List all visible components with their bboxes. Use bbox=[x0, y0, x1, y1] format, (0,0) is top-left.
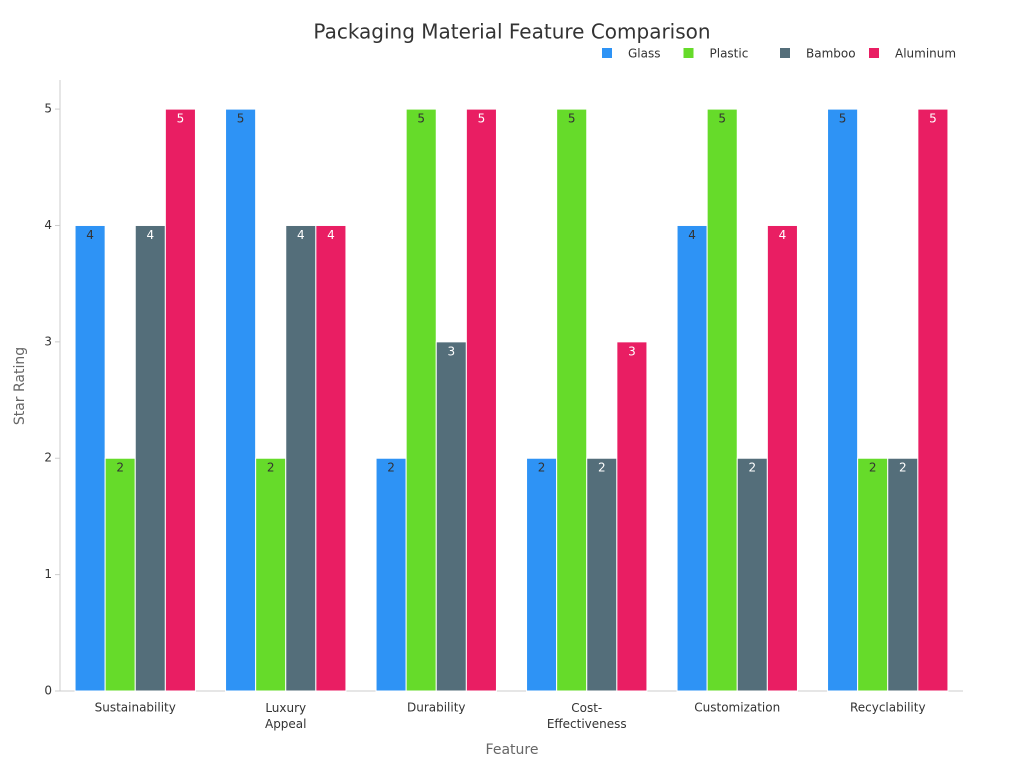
bar bbox=[134, 224, 166, 692]
value-label: 2 bbox=[538, 461, 546, 475]
value-label: 4 bbox=[86, 228, 94, 242]
legend-swatch bbox=[780, 48, 790, 58]
value-label: 5 bbox=[177, 112, 185, 126]
bar bbox=[375, 457, 407, 692]
y-tick-label: 5 bbox=[44, 102, 52, 116]
legend-label: Bamboo bbox=[806, 47, 856, 61]
bar bbox=[706, 108, 738, 692]
x-tick-label: Sustainability bbox=[95, 701, 176, 715]
y-tick-label: 2 bbox=[44, 451, 52, 465]
legend-label: Glass bbox=[628, 47, 661, 61]
legend-swatch bbox=[602, 48, 612, 58]
value-label: 2 bbox=[869, 461, 877, 475]
bar bbox=[104, 457, 136, 692]
bar bbox=[74, 224, 106, 692]
bar bbox=[586, 457, 618, 692]
bar bbox=[887, 457, 919, 692]
bar bbox=[225, 108, 257, 692]
value-label: 4 bbox=[779, 228, 787, 242]
legend-swatch bbox=[683, 48, 694, 58]
y-tick-label: 1 bbox=[44, 567, 52, 581]
y-tick-label: 4 bbox=[44, 218, 52, 232]
bar bbox=[917, 108, 949, 692]
x-tick-label: Luxury Appeal bbox=[265, 701, 307, 731]
bar bbox=[556, 108, 588, 692]
value-label: 5 bbox=[568, 112, 576, 126]
value-label: 5 bbox=[237, 112, 245, 126]
value-label: 2 bbox=[899, 461, 907, 475]
value-label: 2 bbox=[598, 461, 606, 475]
y-tick-label: 3 bbox=[44, 334, 52, 348]
bar bbox=[435, 341, 467, 692]
value-label: 2 bbox=[748, 461, 756, 475]
bar bbox=[285, 224, 317, 692]
value-label: 5 bbox=[478, 112, 486, 126]
bar bbox=[736, 457, 768, 692]
x-tick-label: Durability bbox=[407, 701, 466, 715]
legend-swatch bbox=[869, 48, 879, 58]
bar bbox=[526, 457, 558, 692]
value-label: 4 bbox=[327, 228, 335, 242]
bar bbox=[857, 457, 889, 692]
legend-label: Plastic bbox=[710, 47, 749, 61]
value-label: 2 bbox=[267, 461, 275, 475]
value-label: 5 bbox=[417, 112, 425, 126]
bar bbox=[315, 224, 347, 692]
y-axis-label: Star Rating bbox=[12, 347, 28, 425]
value-label: 4 bbox=[146, 228, 154, 242]
bar bbox=[676, 224, 708, 692]
chart-title: Packaging Material Feature Comparison bbox=[313, 20, 710, 44]
value-label: 4 bbox=[297, 228, 305, 242]
x-tick-label: Customization bbox=[694, 701, 780, 715]
bar bbox=[766, 224, 798, 692]
value-label: 4 bbox=[688, 228, 696, 242]
value-label: 3 bbox=[447, 344, 455, 358]
value-label: 5 bbox=[718, 112, 726, 126]
value-label: 2 bbox=[387, 461, 395, 475]
bar bbox=[465, 108, 497, 692]
bar bbox=[255, 457, 287, 692]
value-label: 3 bbox=[628, 344, 636, 358]
x-axis-label: Feature bbox=[486, 742, 539, 758]
value-label: 5 bbox=[929, 112, 937, 126]
value-label: 2 bbox=[116, 461, 124, 475]
bar bbox=[405, 108, 437, 692]
bar bbox=[827, 108, 859, 692]
bar bbox=[616, 341, 648, 692]
x-tick-label: Cost-Effectiveness bbox=[547, 701, 627, 731]
x-tick-label: Recyclability bbox=[850, 701, 926, 715]
value-label: 5 bbox=[839, 112, 847, 126]
bar bbox=[164, 108, 196, 692]
y-tick-label: 0 bbox=[44, 684, 52, 698]
legend-label: Aluminum bbox=[895, 47, 956, 61]
